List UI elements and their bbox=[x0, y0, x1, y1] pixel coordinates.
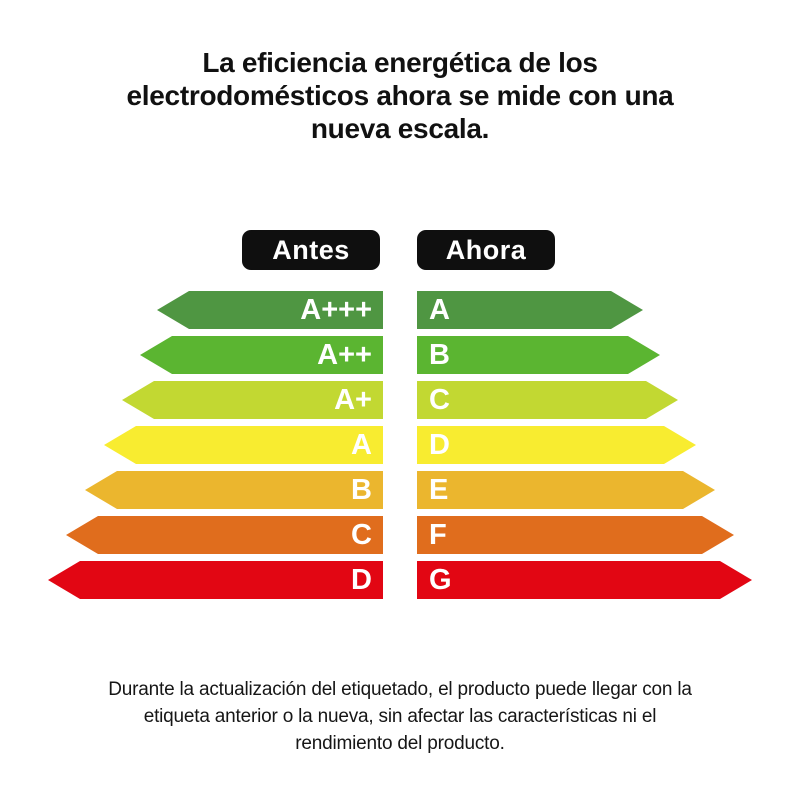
after-rating-label: B bbox=[429, 339, 450, 371]
before-rating-label: C bbox=[351, 519, 372, 551]
before-badge: Antes bbox=[242, 230, 380, 270]
scale-row-5: B E bbox=[0, 471, 800, 509]
before-arrow-a-plus-plus-plus: A+++ bbox=[157, 291, 383, 329]
after-rating-label: C bbox=[429, 384, 450, 416]
scale-row-6: C F bbox=[0, 516, 800, 554]
after-arrow-e: E bbox=[417, 471, 715, 509]
after-arrow-g: G bbox=[417, 561, 752, 599]
after-rating-label: D bbox=[429, 429, 450, 461]
footer-line-1: Durante la actualización del etiquetado,… bbox=[108, 679, 692, 700]
before-rating-label: D bbox=[351, 564, 372, 596]
before-arrow-c: C bbox=[66, 516, 383, 554]
after-badge: Ahora bbox=[417, 230, 555, 270]
after-arrow-d: D bbox=[417, 426, 696, 464]
before-rating-label: A+ bbox=[334, 384, 372, 416]
before-arrow-d: D bbox=[48, 561, 383, 599]
title-line-3: nueva escala. bbox=[310, 113, 490, 144]
before-rating-label: A++ bbox=[317, 339, 372, 371]
after-arrow-b: B bbox=[417, 336, 660, 374]
before-arrow-a: A bbox=[104, 426, 383, 464]
scale-row-1: A+++ A bbox=[0, 291, 800, 329]
footer-line-3: rendimiento del producto. bbox=[295, 733, 505, 754]
title-line-1: La eficiencia energética de los bbox=[202, 47, 598, 78]
scale-row-3: A+ C bbox=[0, 381, 800, 419]
before-arrow-a-plus-plus: A++ bbox=[140, 336, 383, 374]
before-rating-label: A bbox=[351, 429, 372, 461]
before-column-header: Antes bbox=[157, 230, 383, 270]
after-rating-label: G bbox=[429, 564, 452, 596]
after-rating-label: F bbox=[429, 519, 447, 551]
after-arrow-a: A bbox=[417, 291, 643, 329]
scale-row-7: D G bbox=[0, 561, 800, 599]
footer-note: Durante la actualización del etiquetado,… bbox=[0, 676, 800, 757]
after-rating-label: A bbox=[429, 294, 450, 326]
energy-scale: A+++ A A++ B A+ C A D B E C F D G bbox=[0, 291, 800, 599]
column-headers: Antes Ahora bbox=[0, 230, 800, 270]
after-rating-label: E bbox=[429, 474, 449, 506]
before-rating-label: A+++ bbox=[300, 294, 372, 326]
after-arrow-f: F bbox=[417, 516, 734, 554]
page-title: La eficiencia energética de los electrod… bbox=[0, 0, 800, 145]
scale-row-2: A++ B bbox=[0, 336, 800, 374]
before-arrow-a-plus: A+ bbox=[122, 381, 383, 419]
before-arrow-b: B bbox=[85, 471, 383, 509]
footer-line-2: etiqueta anterior o la nueva, sin afecta… bbox=[143, 706, 657, 727]
scale-row-4: A D bbox=[0, 426, 800, 464]
before-rating-label: B bbox=[351, 474, 372, 506]
after-arrow-c: C bbox=[417, 381, 678, 419]
after-column-header: Ahora bbox=[417, 230, 643, 270]
title-line-2: electrodomésticos ahora se mide con una bbox=[126, 80, 674, 111]
